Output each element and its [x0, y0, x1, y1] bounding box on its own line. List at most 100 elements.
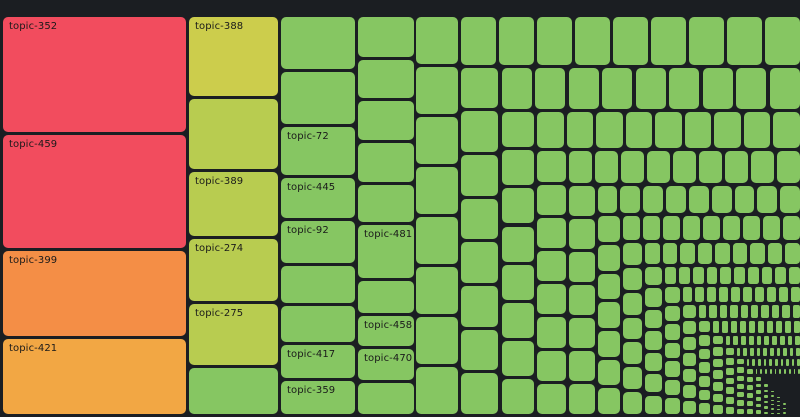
- treemap-cell: [767, 321, 774, 333]
- treemap-cell: [281, 306, 355, 342]
- treemap-cell: [569, 350, 595, 381]
- treemap-cell: [501, 150, 535, 186]
- treemap-cell: [358, 281, 414, 313]
- treemap-cell: [358, 100, 414, 140]
- treemap-cell: [782, 305, 790, 319]
- treemap-cell: [758, 321, 765, 333]
- treemap-cell: [791, 287, 800, 303]
- treemap-cell: [699, 389, 711, 401]
- treemap-cell: [645, 352, 663, 371]
- treemap-cell: [281, 72, 355, 124]
- treemap-cell-topic-92: topic-92: [281, 221, 355, 263]
- treemap-cell-label: topic-445: [287, 182, 336, 193]
- treemap-cell: [683, 305, 697, 319]
- treemap-cell: [763, 395, 768, 398]
- treemap-cell: [772, 335, 777, 345]
- treemap-cell: [665, 398, 681, 414]
- treemap-cell: [736, 358, 744, 365]
- treemap-cell: [416, 17, 459, 64]
- treemap-cell: [741, 335, 746, 345]
- treemap-cell: [780, 358, 784, 366]
- treemap-cell: [537, 184, 567, 215]
- treemap-cell: [761, 305, 769, 319]
- treemap-cell: [695, 287, 705, 303]
- treemap-cell: [746, 358, 750, 366]
- treemap-cell: [461, 285, 499, 327]
- treemap-cell: [501, 112, 535, 148]
- treemap-cell-topic-72: topic-72: [281, 127, 355, 175]
- treemap-cell: [501, 378, 535, 414]
- treemap-cell: [775, 266, 787, 285]
- treemap-cell: [535, 67, 566, 110]
- treemap-cell: [786, 358, 789, 366]
- treemap-cell: [416, 67, 459, 114]
- treemap-cell: [683, 401, 697, 414]
- treemap-cell-topic-458: topic-458: [358, 315, 414, 347]
- treemap-cell: [736, 367, 744, 373]
- treemap-cell: [788, 368, 791, 374]
- treemap-cell: [682, 216, 700, 241]
- treemap-cell-label: topic-388: [195, 21, 244, 32]
- treemap-cell: [699, 376, 711, 387]
- treemap-cell: [602, 67, 633, 110]
- treemap-cell: [537, 284, 567, 315]
- treemap-cell: [770, 403, 774, 406]
- treemap-cell: [683, 287, 693, 303]
- treemap-cell: [699, 305, 707, 319]
- treemap-cell: [740, 321, 747, 333]
- treemap-cell: [770, 412, 774, 414]
- treemap-cell: [743, 112, 771, 149]
- treemap-cell: [755, 396, 761, 401]
- treemap-cell: [736, 408, 744, 414]
- treemap-cell: [461, 198, 499, 240]
- treemap-cell: [669, 67, 700, 110]
- treemap-cell: [731, 321, 738, 333]
- treemap-cell: [782, 407, 786, 410]
- treemap-cell: [645, 395, 663, 414]
- treemap-cell: [699, 321, 711, 333]
- treemap-cell: [713, 405, 723, 414]
- treemap-cell: [358, 59, 414, 98]
- treemap-cell: [662, 243, 678, 264]
- treemap-cell: [461, 329, 499, 371]
- treemap-cell: [793, 368, 796, 374]
- treemap-cell-topic-274: topic-274: [189, 239, 278, 301]
- treemap-cell: [665, 305, 681, 322]
- treemap-cell: [358, 382, 414, 414]
- treemap-cell: [748, 335, 754, 345]
- treemap-cell: [569, 284, 595, 315]
- treemap-cell: [762, 216, 780, 241]
- treemap-cell: [655, 112, 682, 149]
- treemap-cell: [749, 321, 756, 333]
- treemap-cell: [622, 342, 643, 365]
- treemap-cell: [461, 67, 499, 109]
- treemap-cell: [763, 389, 768, 393]
- treemap-cell: [765, 368, 767, 374]
- treemap-cell: [645, 266, 663, 286]
- treemap-cell: [358, 184, 414, 223]
- treemap-cell: [782, 402, 786, 405]
- treemap-cell: [736, 67, 767, 110]
- treemap-cell: [699, 335, 711, 346]
- treemap-cell-label: topic-399: [9, 254, 58, 266]
- treemap-cell: [763, 384, 768, 387]
- treemap-cell: [777, 151, 800, 183]
- treemap-cell: [756, 347, 761, 356]
- treemap-cell: [596, 112, 623, 149]
- treemap-cell-topic-481: topic-481: [358, 225, 414, 279]
- treemap-cell: [746, 376, 753, 382]
- treemap-cell: [622, 267, 643, 290]
- treemap-cell: [566, 112, 594, 149]
- treemap-cell: [773, 112, 800, 149]
- treemap-cell: [715, 243, 730, 264]
- treemap-cell: [789, 266, 800, 285]
- treemap-cell-label: topic-417: [287, 349, 336, 360]
- treemap-cell: [779, 335, 785, 345]
- treemap-cell: [736, 347, 741, 356]
- treemap-cell: [645, 374, 663, 393]
- treemap-cell: [537, 151, 567, 182]
- treemap-cell: [725, 377, 734, 385]
- treemap-cell: [760, 368, 763, 374]
- treemap-cell: [501, 302, 535, 338]
- treemap-cell: [680, 243, 695, 264]
